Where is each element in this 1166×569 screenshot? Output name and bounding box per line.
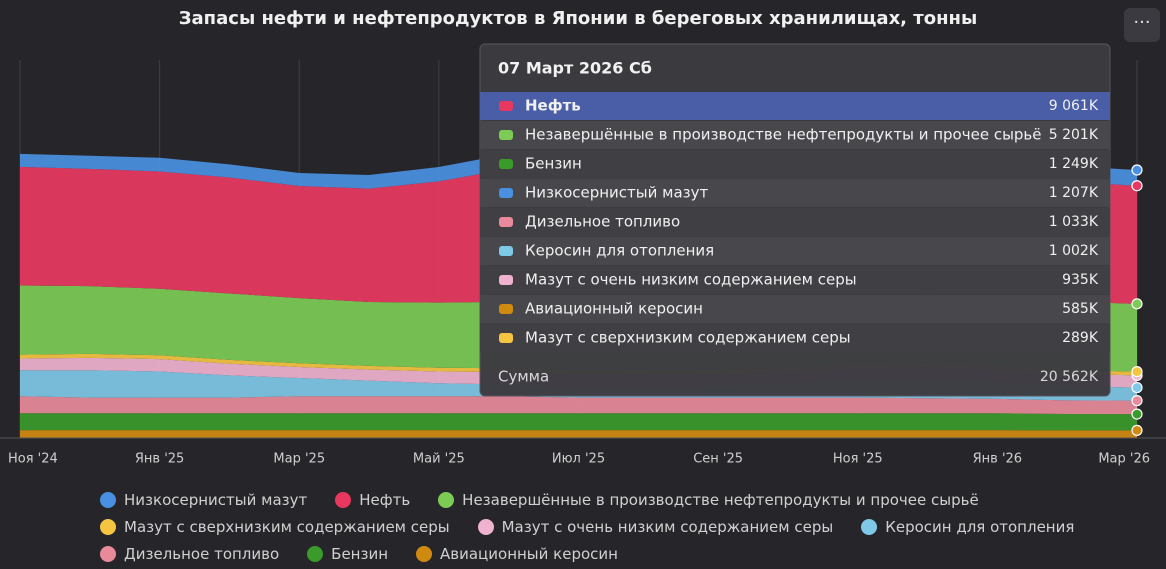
- x-tick-label: Мар '26: [1098, 452, 1150, 467]
- end-marker: [1131, 298, 1143, 310]
- legend-swatch: [100, 518, 116, 535]
- legend-label: Нефть: [359, 490, 411, 509]
- end-marker: [1131, 164, 1143, 176]
- legend-item[interactable]: Бензин: [307, 542, 388, 565]
- tooltip-swatch: [499, 130, 513, 140]
- tooltip-name: Низкосернистый мазут: [525, 184, 708, 202]
- tooltip-total: 20 562K: [1040, 369, 1099, 385]
- x-tick-label: Май '25: [413, 452, 465, 467]
- legend-item[interactable]: Дизельное топливо: [100, 542, 279, 565]
- end-marker: [1131, 381, 1143, 394]
- chart: Запасы нефти и нефтепродуктов в Японии в…: [0, 8, 1166, 467]
- legend-label: Дизельное топливо: [124, 544, 280, 563]
- x-tick-label: Мар '25: [273, 452, 325, 467]
- legend-swatch: [307, 545, 324, 562]
- legend-item[interactable]: Нефть: [335, 488, 410, 511]
- tooltip-name: Нефть: [525, 97, 581, 115]
- tooltip-name: Авиационный керосин: [525, 300, 703, 318]
- legend: Низкосернистый мазут Нефть Незавершённые в…: [100, 488, 1090, 565]
- tooltip-row: [480, 266, 1110, 294]
- legend-item[interactable]: Керосин для отопления: [861, 515, 1074, 538]
- legend-swatch: [100, 545, 116, 562]
- tooltip-value: 1 249K: [1049, 156, 1099, 172]
- tooltip-swatch: [499, 101, 513, 111]
- area: [20, 413, 1137, 431]
- tooltip-name: Мазут с сверхнизким содержанием серы: [525, 329, 851, 347]
- tooltip-swatch: [499, 159, 513, 169]
- tooltip-swatch: [499, 304, 513, 314]
- legend-item[interactable]: Низкосернистый мазут: [100, 488, 307, 511]
- tooltip-name: Керосин для отопления: [525, 242, 714, 260]
- tooltip-value: 289K: [1062, 330, 1099, 346]
- legend-swatch: [438, 491, 455, 508]
- tooltip-value: 9 061K: [1049, 98, 1099, 114]
- tooltip-swatch: [499, 275, 513, 285]
- legend-item[interactable]: Мазут с очень низким содержанием серы: [477, 515, 834, 538]
- end-marker: [1131, 395, 1143, 407]
- legend-label: Мазут с очень низким содержанием серы: [501, 517, 834, 536]
- tooltip-value: 5 201K: [1049, 127, 1099, 143]
- tooltip-swatch: [499, 246, 513, 256]
- legend-label: Керосин для отопления: [885, 517, 1075, 536]
- tooltip-swatch: [499, 333, 513, 343]
- area: [20, 430, 1137, 438]
- tooltip-total-label: Сумма: [498, 368, 549, 386]
- legend-label: Авиационный керосин: [440, 544, 618, 563]
- legend-item[interactable]: Незавершённые в производстве нефтепродук…: [438, 488, 979, 511]
- end-marker: [1131, 366, 1143, 378]
- menu-button[interactable]: ···: [1124, 8, 1160, 42]
- tooltip-value: 1 002K: [1049, 243, 1099, 259]
- legend-label: Низкосернистый мазут: [124, 490, 308, 509]
- chart-title: Запасы нефти и нефтепродуктов в Японии в…: [179, 8, 978, 29]
- tooltip-row: [480, 150, 1110, 178]
- tooltip-value: 585K: [1062, 301, 1099, 317]
- tooltip-row: [480, 208, 1110, 236]
- x-tick-label: Июл '25: [552, 452, 605, 467]
- legend-label: Мазут с сверхнизким содержанием серы: [124, 517, 450, 536]
- legend-item[interactable]: Мазут с сверхнизким содержанием серы: [100, 515, 450, 538]
- tooltip-row: [480, 324, 1110, 352]
- x-tick-label: Янв '26: [973, 452, 1022, 467]
- tooltip-name: Незавершённые в производстве нефтепродук…: [525, 126, 1042, 144]
- end-marker: [1131, 180, 1143, 192]
- tooltip-value: 1 207K: [1049, 185, 1099, 201]
- x-tick-label: Сен '25: [693, 452, 743, 467]
- tooltip-swatch: [499, 188, 513, 198]
- tooltip-row: [480, 92, 1110, 120]
- tooltip-row: [480, 121, 1110, 149]
- legend-swatch: [100, 491, 116, 508]
- area: [20, 396, 1137, 415]
- tooltip: 07 Март 2026 Сб Нефть 9 061K Незавершённые …: [479, 43, 1111, 397]
- tooltip-name: Бензин: [525, 155, 582, 173]
- legend-label: Незавершённые в производстве нефтепродук…: [462, 490, 979, 509]
- tooltip-swatch: [499, 217, 513, 227]
- x-tick-label: Ноя '24: [8, 452, 58, 467]
- legend-swatch: [477, 518, 494, 535]
- tooltip-row: [480, 179, 1110, 207]
- legend-swatch: [335, 491, 352, 508]
- tooltip-name: Дизельное топливо: [525, 213, 680, 231]
- tooltip-name: Мазут с очень низким содержанием серы: [525, 271, 857, 289]
- x-tick-label: Янв '25: [135, 452, 184, 467]
- tooltip-row: [480, 237, 1110, 265]
- end-marker: [1131, 408, 1143, 420]
- tooltip-title: 07 Март 2026 Сб: [498, 59, 652, 78]
- legend-label: Бензин: [331, 544, 389, 563]
- legend-swatch: [861, 518, 878, 535]
- legend-swatch: [416, 545, 433, 562]
- tooltip-row: [480, 295, 1110, 323]
- end-marker: [1131, 424, 1143, 436]
- legend-item[interactable]: Авиационный керосин: [416, 542, 618, 565]
- tooltip-value: 1 033K: [1049, 214, 1099, 230]
- x-tick-label: Ноя '25: [833, 452, 883, 467]
- tooltip-value: 935K: [1062, 272, 1099, 288]
